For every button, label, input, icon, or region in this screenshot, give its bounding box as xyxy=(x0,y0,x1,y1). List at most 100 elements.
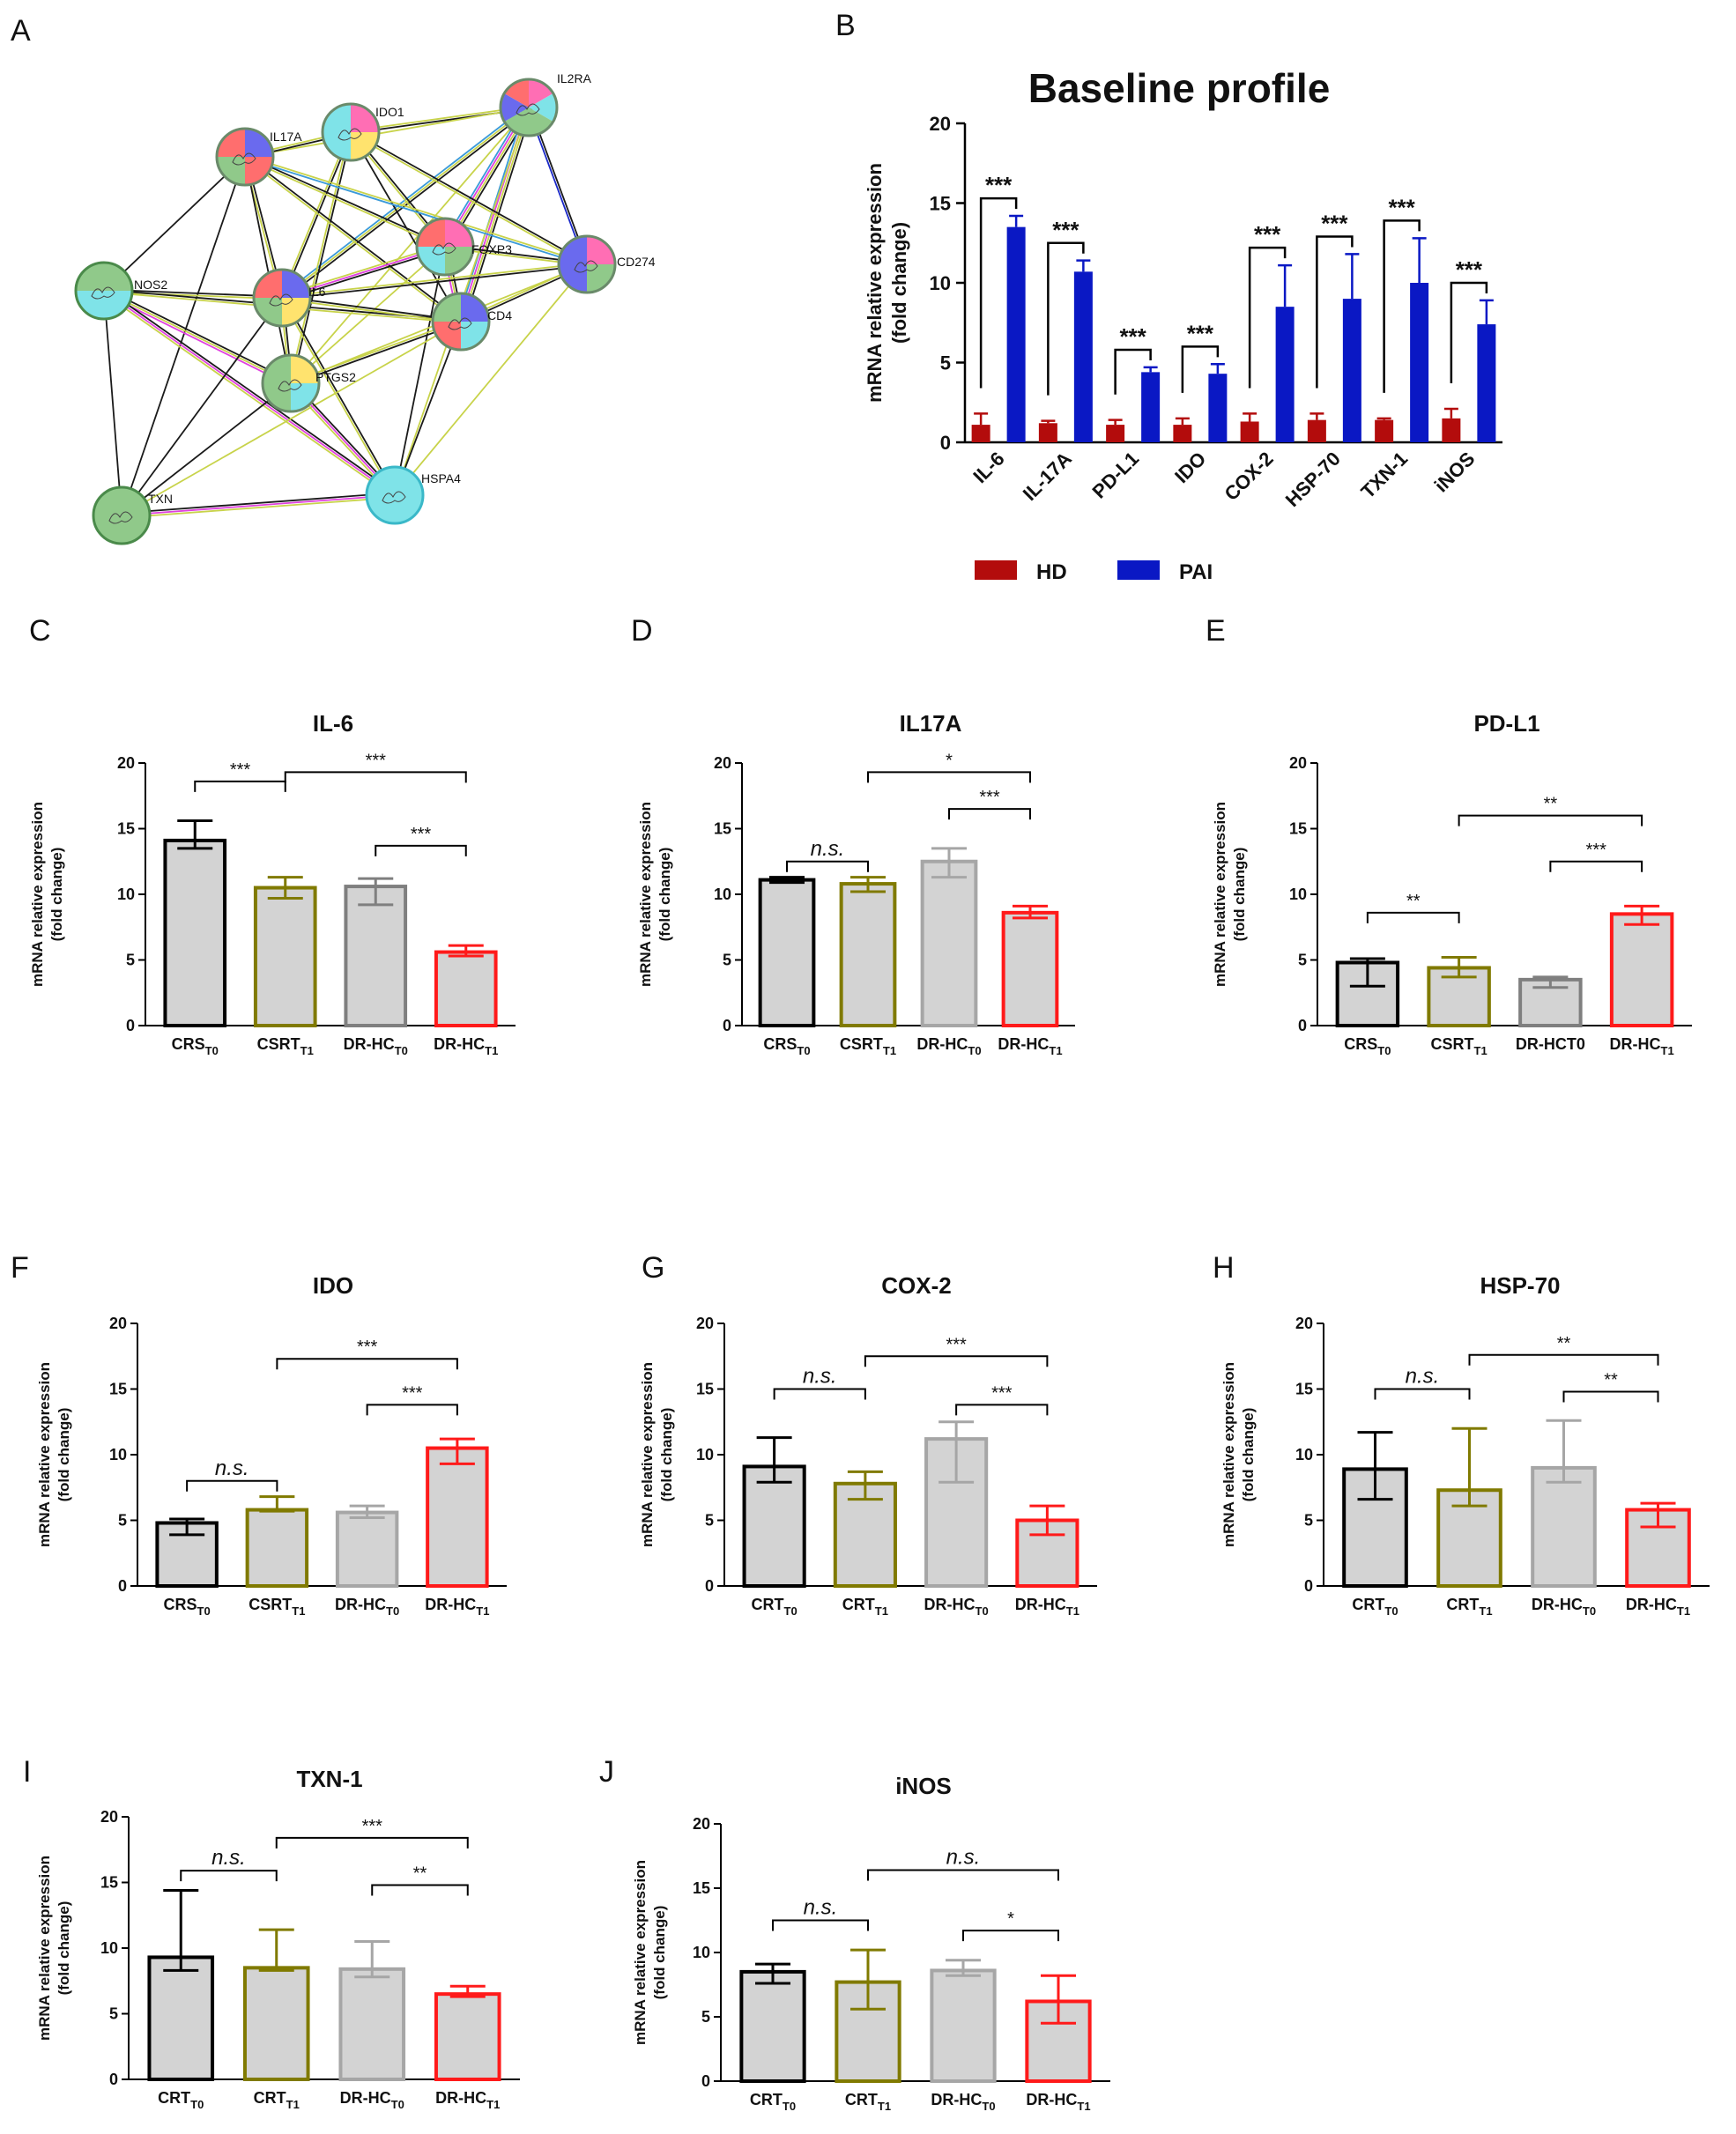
category-base: CSRT xyxy=(1431,1035,1474,1053)
significance-label-b: *** xyxy=(1187,320,1214,346)
panel-b-baseline-profile: B Baseline profile 0 5 10 15 20 mRNA relative… xyxy=(835,9,1502,584)
panel-letter-g: G xyxy=(642,1251,664,1285)
protein-structure-icon xyxy=(574,260,598,273)
chart-title-e: PD-L1 xyxy=(1473,710,1539,737)
panel-f-ido: F IDO 0 5 10 15 20 mRNA relative expression (fo… xyxy=(11,1251,507,1618)
network-edge-cd274-il6 xyxy=(281,262,587,298)
network-edge-cd4-hspa4 xyxy=(394,321,462,496)
bar-c xyxy=(163,838,227,1027)
network-edges xyxy=(101,105,590,519)
network-node-ptgs2: PTGS2 xyxy=(261,353,356,413)
x-tick-label-b: COX-2 xyxy=(1220,448,1277,505)
x-tick-label-b: IL-6 xyxy=(968,448,1008,487)
bar-i xyxy=(242,1966,310,2082)
x-tick-label-f: DR-HCT1 xyxy=(425,1596,489,1618)
y-tick-label-g: 15 xyxy=(696,1381,714,1398)
significance-bracket-e xyxy=(1549,860,1643,872)
network-edge-nos2-il6 xyxy=(104,288,283,298)
network-node-segment xyxy=(122,515,150,544)
category-base: DR-HC xyxy=(1626,1596,1677,1613)
category-base: DR-HC xyxy=(924,1596,976,1613)
y-tick-label-d: 15 xyxy=(714,820,731,838)
significance-bracket-g xyxy=(773,1388,866,1400)
category-base: CRT xyxy=(254,2089,286,2107)
bar-d xyxy=(758,878,816,1027)
bar-c xyxy=(434,950,498,1028)
network-node-segment xyxy=(445,247,473,275)
protein-structure-icon xyxy=(448,317,472,330)
y-axis-label-line: mRNA relative expression xyxy=(36,1856,53,2041)
category-subscript: T1 xyxy=(883,1044,896,1057)
bar-b-pai xyxy=(1141,372,1161,442)
panel-j-inos: J iNOS 0 5 10 15 20 mRNA relative expression (f… xyxy=(599,1755,1110,2113)
significance-bracket-b xyxy=(1316,235,1354,389)
y-tick-label-b: 15 xyxy=(930,193,951,215)
network-node-segment xyxy=(417,247,445,275)
significance-bracket-i xyxy=(371,1884,469,1896)
category-base: DR-HC xyxy=(1532,1596,1583,1613)
category-base: CRS xyxy=(172,1035,205,1053)
network-edge-nos2-il6 xyxy=(103,291,282,300)
network-node-cd274: CD274 xyxy=(557,234,656,294)
significance-label-g: *** xyxy=(991,1383,1013,1403)
network-node-label: IL2RA xyxy=(557,71,592,85)
network-node-segment xyxy=(245,157,273,185)
x-tick-label-j: DR-HCT0 xyxy=(931,2091,995,2113)
category-base: DR-HC xyxy=(931,2091,982,2108)
significance-bracket-c xyxy=(375,844,467,856)
network-edge-il6-cd4 xyxy=(282,295,462,322)
category-subscript: T1 xyxy=(300,1044,314,1057)
network-edge-il2ra-il6 xyxy=(279,105,528,297)
significance-bracket-f xyxy=(276,1358,458,1370)
y-tick-label-e: 0 xyxy=(1298,1017,1307,1034)
category-base: CRS xyxy=(1344,1035,1377,1053)
panel-letter-b: B xyxy=(835,9,856,42)
network-node-label: PTGS2 xyxy=(315,370,356,384)
x-tick-label-e: DR-HCT1 xyxy=(1610,1035,1674,1057)
category-base: CSRT xyxy=(249,1596,292,1613)
panel-letter-c: C xyxy=(29,614,51,648)
x-tick-label-f: DR-HCT0 xyxy=(335,1596,399,1618)
panel-letter-d: D xyxy=(631,614,653,648)
chart-title-b: Baseline profile xyxy=(1028,65,1331,111)
network-edge-il17a-nos2 xyxy=(103,156,246,292)
network-edge-il2ra-il6 xyxy=(283,108,531,300)
category-subscript: T0 xyxy=(797,1044,810,1057)
x-tick-label-g: DR-HCT0 xyxy=(924,1596,989,1618)
network-node-nos2: NOS2 xyxy=(74,261,167,321)
network-edge-cd4-ptgs2 xyxy=(291,322,462,386)
y-tick-label-d: 20 xyxy=(714,754,731,772)
x-tick-label-i: CRTT1 xyxy=(254,2089,300,2111)
x-tick-label-j: CRTT1 xyxy=(845,2091,891,2113)
network-edge-ido1-ptgs2 xyxy=(288,131,351,383)
network-node-ring xyxy=(431,292,491,352)
network-node-ring xyxy=(365,465,425,525)
category-base: CRS xyxy=(164,1596,197,1613)
y-axis-label-line: (fold change) xyxy=(56,1408,72,1502)
bar-b-pai xyxy=(1342,299,1361,442)
network-edge-cd274-il6 xyxy=(282,264,588,300)
bar-b-pai xyxy=(1410,283,1429,442)
y-axis-label-c: mRNA relative expression (fold change) xyxy=(29,802,65,987)
network-edge-il6-hspa4 xyxy=(280,298,395,497)
y-tick-label-f: 5 xyxy=(118,1512,127,1530)
network-edge-il17a-foxp3 xyxy=(245,154,446,247)
y-tick-label-i: 5 xyxy=(109,2005,118,2023)
y-axis-label-line: mRNA relative expression xyxy=(637,802,654,987)
network-edge-ido1-cd274 xyxy=(351,130,589,264)
significance-label-c: *** xyxy=(366,751,387,770)
protein-structure-icon xyxy=(432,242,456,256)
network-edge-il2ra-il17a xyxy=(244,107,530,158)
x-tick-label-d: CRST0 xyxy=(763,1035,810,1057)
network-node-segment xyxy=(501,93,529,122)
significance-bracket-d xyxy=(867,771,1031,783)
network-node-label: CD274 xyxy=(617,255,656,269)
category-subscript: T0 xyxy=(190,2098,204,2111)
x-tick-label-f: CSRTT1 xyxy=(249,1596,305,1618)
y-tick-label-j: 20 xyxy=(693,1815,710,1833)
network-node-ring xyxy=(261,353,321,413)
significance-bracket-d xyxy=(948,808,1031,820)
significance-label-d: * xyxy=(946,751,953,770)
network-edge-cd274-hspa4 xyxy=(394,263,588,496)
